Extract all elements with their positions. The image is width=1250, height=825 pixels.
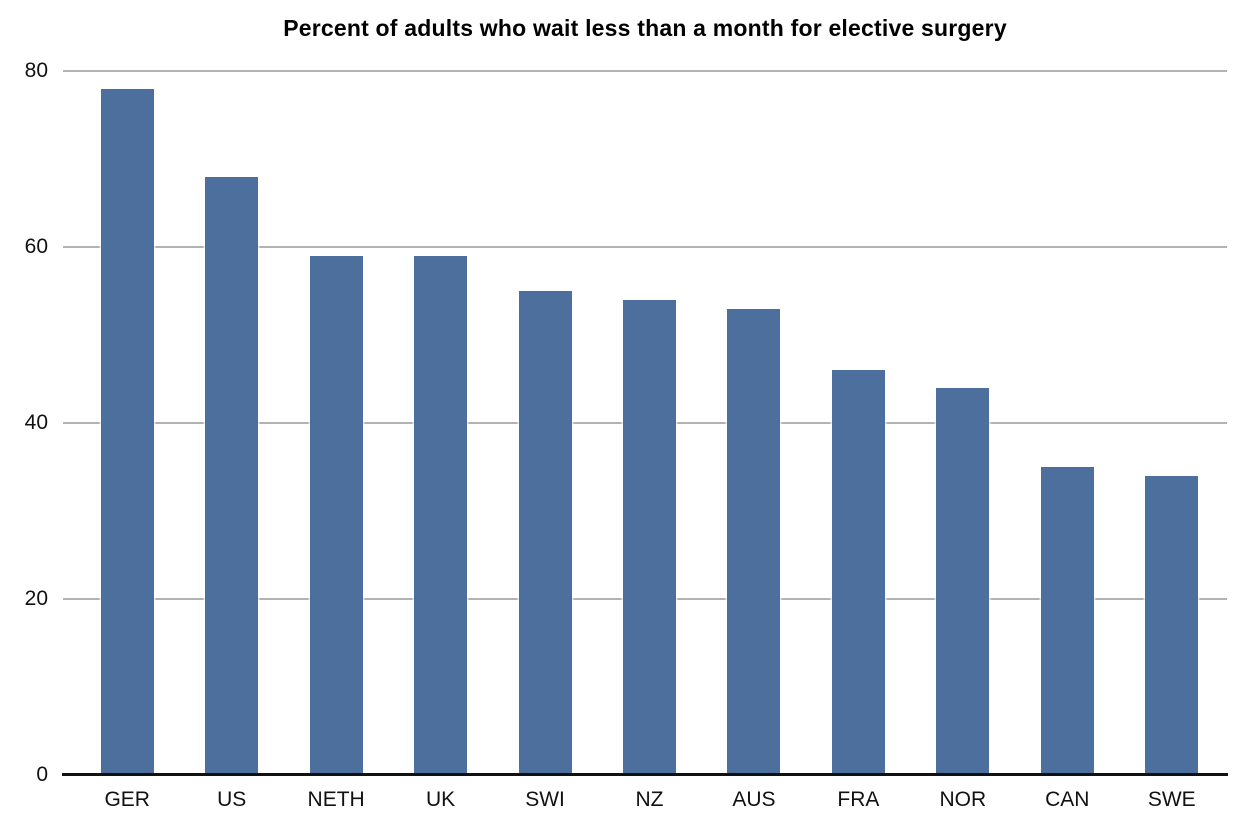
- x-category-label: NZ: [635, 788, 664, 811]
- bar: [1040, 467, 1094, 775]
- x-category-label: GER: [104, 788, 150, 811]
- y-tick-label: 60: [24, 235, 48, 258]
- x-category-label: UK: [425, 788, 456, 811]
- x-category-label: NETH: [307, 788, 365, 811]
- bar: [100, 88, 154, 775]
- bar: [623, 299, 676, 775]
- bar: [936, 387, 990, 775]
- gridline: [63, 70, 1227, 72]
- bar: [831, 370, 885, 775]
- bar: [1145, 475, 1199, 775]
- chart-title: Percent of adults who wait less than a m…: [283, 15, 1007, 41]
- bar: [727, 308, 781, 775]
- x-axis-line: [62, 773, 1228, 776]
- gridline: [63, 246, 1227, 248]
- bar: [518, 291, 572, 775]
- bar: [414, 255, 468, 775]
- x-category-label: FRA: [837, 788, 880, 811]
- x-category-label: AUS: [732, 788, 776, 811]
- y-tick-label: 40: [24, 411, 48, 434]
- x-category-label: SWI: [525, 788, 565, 811]
- bar: [205, 176, 259, 775]
- y-tick-label: 80: [24, 59, 48, 82]
- x-category-label: SWE: [1147, 788, 1196, 811]
- x-category-label: US: [217, 788, 247, 811]
- bar: [309, 255, 363, 775]
- x-category-label: CAN: [1045, 788, 1090, 811]
- y-tick-label: 20: [24, 587, 48, 610]
- y-tick-label: 0: [36, 763, 48, 786]
- x-category-label: NOR: [939, 788, 987, 811]
